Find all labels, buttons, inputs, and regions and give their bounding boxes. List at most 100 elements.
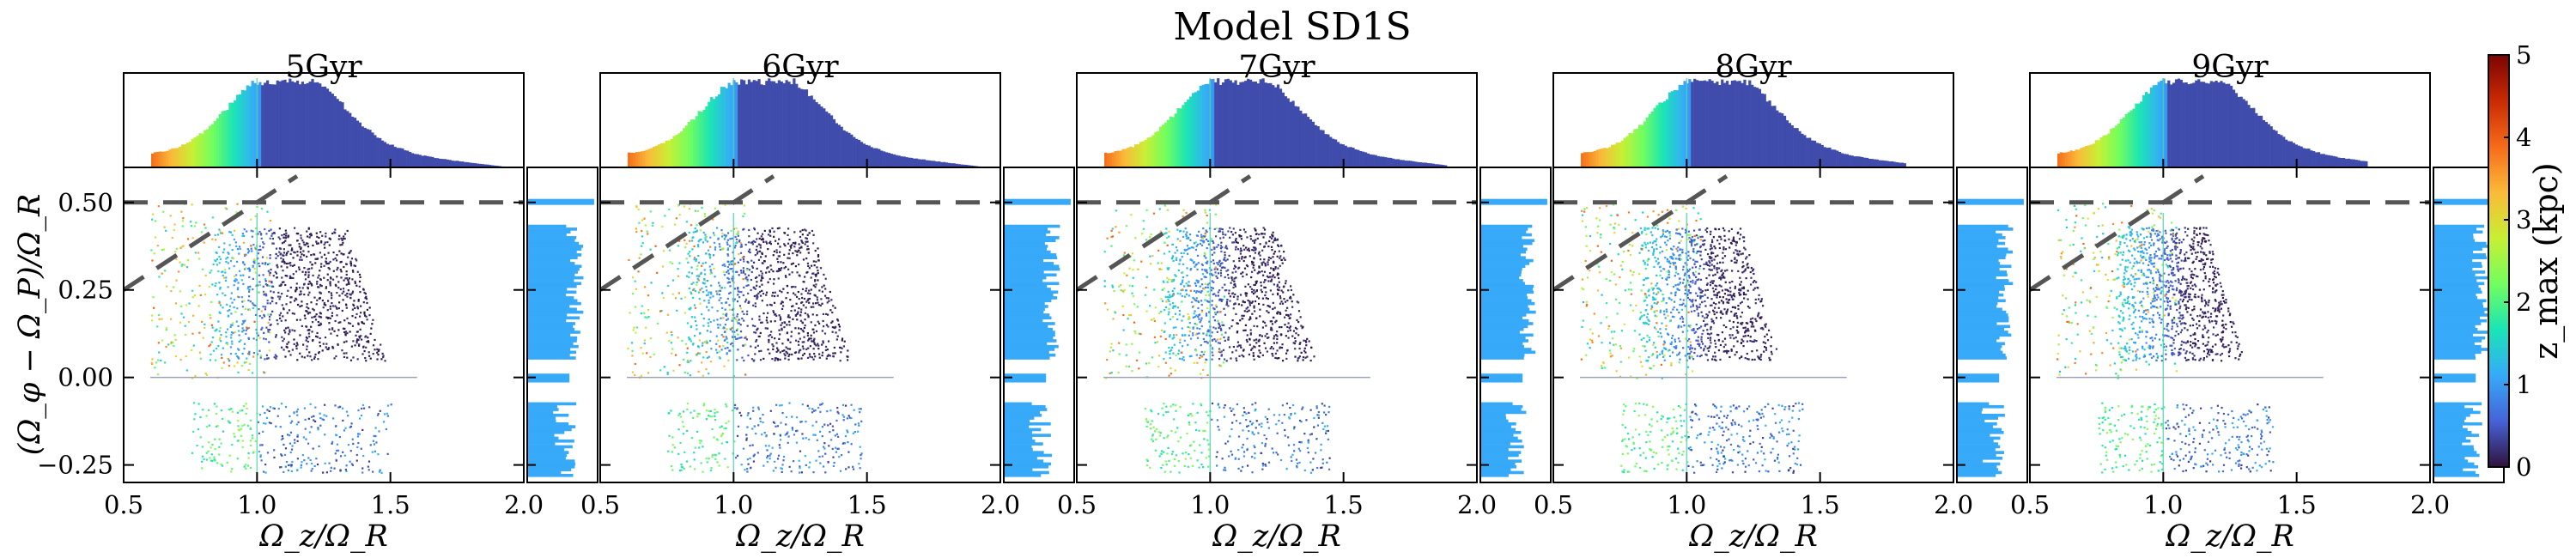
scatter-point xyxy=(247,369,250,372)
scatter-point xyxy=(807,264,810,267)
scatter-point xyxy=(713,241,716,244)
scatter-point xyxy=(336,307,338,310)
scatter-point xyxy=(1167,290,1170,293)
scatter-point xyxy=(325,471,328,474)
scatter-point xyxy=(706,341,708,344)
scatter-point xyxy=(644,224,647,227)
scatter-point xyxy=(199,436,202,439)
scatter-point xyxy=(686,322,689,324)
scatter-point xyxy=(295,288,298,291)
scatter-point xyxy=(1272,241,1274,244)
scatter-point xyxy=(230,337,233,339)
top-hist-bar xyxy=(680,131,683,167)
scatter-point xyxy=(282,270,284,272)
scatter-point xyxy=(1222,324,1225,326)
scatter-point xyxy=(1289,406,1291,409)
scatter-point xyxy=(307,329,309,331)
scatter-point xyxy=(753,359,756,361)
scatter-point xyxy=(1103,280,1106,282)
scatter-point xyxy=(264,464,267,466)
scatter-point xyxy=(692,343,695,345)
scatter-point xyxy=(1122,329,1125,331)
scatter-point xyxy=(765,435,768,438)
scatter-point xyxy=(1293,426,1296,428)
scatter-point xyxy=(358,280,361,283)
scatter-point xyxy=(1279,257,1281,259)
side-hist-bar xyxy=(527,373,570,377)
scatter-point xyxy=(1146,459,1149,462)
scatter-point xyxy=(220,340,222,343)
scatter-point xyxy=(766,449,769,452)
scatter-point xyxy=(204,293,207,296)
top-hist-bar xyxy=(938,161,941,167)
scatter-point xyxy=(261,256,264,258)
scatter-point xyxy=(307,307,310,310)
scatter-point xyxy=(1206,341,1208,343)
scatter-point xyxy=(1157,431,1160,434)
scatter-point xyxy=(1173,458,1176,461)
scatter-point xyxy=(761,272,763,275)
scatter-point xyxy=(1264,445,1267,447)
scatter-point xyxy=(1261,468,1264,470)
scatter-point xyxy=(1245,264,1249,267)
scatter-point xyxy=(773,235,775,238)
scatter-point xyxy=(839,360,841,362)
scatter-point xyxy=(252,260,255,263)
scatter-point xyxy=(745,284,748,288)
scatter-point xyxy=(236,361,239,364)
scatter-point xyxy=(751,265,754,268)
scatter-point xyxy=(325,415,328,417)
scatter-point xyxy=(346,292,349,295)
top-hist-bar xyxy=(807,96,811,167)
scatter-point xyxy=(1271,249,1273,252)
scatter-point xyxy=(342,288,345,290)
scatter-point xyxy=(234,435,236,438)
scatter-point xyxy=(643,342,646,345)
scatter-point xyxy=(1219,365,1222,367)
scatter-point xyxy=(714,454,717,457)
top-hist-bar xyxy=(423,155,427,167)
scatter-point xyxy=(780,422,782,424)
scatter-point xyxy=(263,337,265,340)
scatter-point xyxy=(694,335,696,337)
scatter-point xyxy=(802,258,805,261)
scatter-point xyxy=(765,271,768,274)
scatter-point xyxy=(1247,424,1250,428)
scatter-point xyxy=(708,458,710,460)
scatter-point xyxy=(671,293,674,295)
scatter-points xyxy=(600,174,1000,476)
scatter-point xyxy=(779,316,782,318)
scatter-point xyxy=(343,454,346,457)
scatter-point xyxy=(686,429,689,433)
scatter-point xyxy=(1153,336,1156,338)
scatter-point xyxy=(1173,287,1176,290)
scatter-point xyxy=(1313,426,1315,428)
scatter-point xyxy=(194,374,197,377)
scatter-point xyxy=(156,245,159,247)
scatter-point xyxy=(659,310,662,312)
side-hist-bar xyxy=(1004,305,1048,308)
scatter-point xyxy=(219,326,222,330)
scatter-point xyxy=(785,350,787,354)
scatter-point xyxy=(632,329,635,331)
top-hist-bar xyxy=(273,84,276,167)
scatter-point xyxy=(263,294,265,296)
side-hist-bar xyxy=(1004,468,1033,471)
scatter-point xyxy=(1168,374,1170,377)
scatter-point xyxy=(351,315,354,318)
scatter-point xyxy=(203,223,206,226)
scatter-point xyxy=(1206,290,1209,293)
scatter-point xyxy=(759,294,762,297)
scatter-point xyxy=(1262,274,1265,276)
top-hist-bar xyxy=(910,157,914,167)
scatter-point xyxy=(306,310,308,312)
scatter-point xyxy=(1194,248,1198,252)
scatter-point xyxy=(729,291,732,294)
top-hist-bar xyxy=(780,81,783,167)
scatter-point xyxy=(1190,444,1193,446)
scatter-point xyxy=(808,338,811,341)
top-hist-bar xyxy=(246,85,249,167)
scatter-point xyxy=(750,466,752,469)
scatter-point xyxy=(1246,437,1249,440)
scatter-point xyxy=(1200,403,1203,407)
